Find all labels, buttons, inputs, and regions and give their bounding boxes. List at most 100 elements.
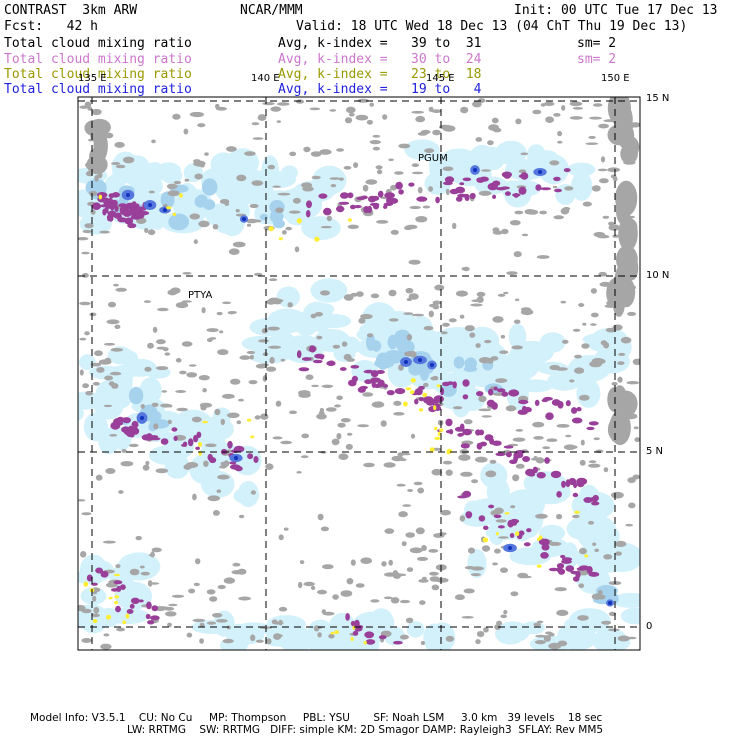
cloud-gray-streak xyxy=(535,513,548,519)
cloud-yellow-cell xyxy=(108,596,113,600)
cloud-gray-streak xyxy=(376,169,383,175)
cloud-gray-streak xyxy=(303,146,311,153)
cloud-gray-streak xyxy=(388,158,394,162)
cloud-gray-streak xyxy=(268,297,281,303)
cloud-gray-streak xyxy=(487,140,494,146)
cloud-gray-streak xyxy=(253,272,263,276)
cloud-purple-cell xyxy=(504,191,511,196)
cloud-gray-streak xyxy=(144,366,152,372)
cloud-purple-cell xyxy=(227,440,233,449)
cloud-purple-cell xyxy=(497,525,505,529)
cloud-gray-streak xyxy=(192,618,206,623)
cloud-gray-streak xyxy=(598,594,606,600)
cloud-gray-streak xyxy=(193,239,198,245)
cloud-gray-streak xyxy=(237,568,247,575)
cloud-gray-streak xyxy=(355,114,369,121)
cloud-yellow-cell xyxy=(515,531,520,536)
cloud-yellow-cell xyxy=(446,448,453,454)
cloud-purple-cell xyxy=(488,504,495,509)
cloud-yellow-cell xyxy=(166,206,172,210)
cloud-light-blue-patch xyxy=(196,416,234,442)
cloud-light-blue-patch xyxy=(340,336,361,354)
cloud-mid-blue-patch xyxy=(259,213,269,221)
cloud-gray-streak xyxy=(103,404,113,408)
cloud-gray-streak xyxy=(399,599,411,604)
cloud-gray-streak xyxy=(265,463,274,471)
cloud-purple-cell xyxy=(116,585,122,593)
cloud-purple-cell xyxy=(348,379,357,387)
cloud-gray-streak xyxy=(472,101,482,108)
cloud-gray-streak xyxy=(151,139,156,144)
cloud-gray-streak xyxy=(590,323,597,326)
model-title: CONTRAST 3km ARW xyxy=(4,3,138,18)
lon-label-135e: 135 E xyxy=(78,73,107,84)
cloud-gray-streak xyxy=(175,302,189,309)
cloud-purple-cell xyxy=(128,425,134,431)
cloud-gray-streak xyxy=(439,124,452,130)
cloud-gray-streak xyxy=(503,291,509,295)
cloud-gray-streak xyxy=(319,149,332,155)
cloud-gray-streak xyxy=(114,141,125,148)
cloud-gray-streak xyxy=(345,443,353,450)
cloud-gray-streak xyxy=(91,108,102,116)
cloud-gray-streak xyxy=(543,101,555,106)
cloud-gray-streak xyxy=(350,559,356,566)
cloud-light-blue-patch xyxy=(601,542,640,572)
cloud-gray-streak xyxy=(496,620,503,626)
cloud-gray-streak xyxy=(216,311,223,316)
cloud-purple-cell xyxy=(488,388,494,396)
cloud-gray-streak xyxy=(224,201,229,206)
cloud-gray-streak xyxy=(357,98,369,103)
cloud-gray-streak xyxy=(481,169,491,172)
cloud-gray-streak xyxy=(150,551,155,558)
field-name-3: Total cloud mixing ratio xyxy=(4,67,192,82)
cloud-purple-cell xyxy=(309,345,316,353)
cloud-gray-streak xyxy=(191,416,202,423)
cloud-purple-cell xyxy=(460,443,470,449)
cloud-purple-cell xyxy=(395,181,403,190)
lon-label-150e: 150 E xyxy=(601,73,630,84)
cloud-yellow-cell xyxy=(347,218,352,222)
cloud-gray-streak xyxy=(471,479,479,484)
cloud-yellow-cell xyxy=(92,619,98,623)
cloud-gray-streak xyxy=(220,418,225,426)
cloud-gray-streak xyxy=(585,142,599,145)
cloud-gray-streak xyxy=(277,634,283,638)
cloud-gray-streak xyxy=(572,328,581,332)
cloud-gray-streak xyxy=(203,460,209,467)
cloud-gray-streak xyxy=(411,171,424,175)
cloud-gray-streak xyxy=(105,468,116,474)
cloud-gray-streak xyxy=(328,633,335,639)
cloud-gray-streak xyxy=(329,177,341,180)
cloud-yellow-cell xyxy=(436,384,441,388)
cloud-purple-cell xyxy=(130,597,140,604)
cloud-gray-streak xyxy=(393,400,402,406)
cloud-gray-streak xyxy=(406,334,413,341)
cloud-gray-streak xyxy=(476,291,486,297)
cloud-gray-streak xyxy=(356,291,364,297)
cloud-gray-streak xyxy=(287,302,293,308)
cloud-gray-streak xyxy=(236,420,242,425)
cloud-yellow-cell xyxy=(314,236,320,242)
cloud-gray-streak xyxy=(633,426,639,430)
cloud-gray-streak xyxy=(320,526,329,532)
cloud-gray-streak xyxy=(111,162,121,165)
cloud-light-blue-patch xyxy=(78,406,84,422)
cloud-gray-streak xyxy=(442,322,450,327)
cloud-gray-streak xyxy=(92,595,97,602)
cloud-gray-streak xyxy=(560,300,567,304)
cloud-gray-streak xyxy=(615,551,622,556)
cloud-gray-streak xyxy=(498,536,509,539)
cloud-gray-streak xyxy=(434,284,445,291)
lon-label-145e: 145 E xyxy=(426,73,455,84)
cloud-yellow-cell xyxy=(179,193,183,198)
cloud-light-blue-patch xyxy=(233,487,260,504)
cloud-light-blue-patch xyxy=(426,332,445,363)
valid-time: Valid: 18 UTC Wed 18 Dec 13 (04 ChT Thu … xyxy=(296,19,688,34)
cloud-gray-streak xyxy=(107,301,117,308)
cloud-gray-streak xyxy=(194,173,203,180)
cloud-purple-cell xyxy=(388,197,399,204)
cloud-purple-cell xyxy=(209,457,217,464)
cloud-gray-streak xyxy=(357,424,369,428)
cloud-yellow-cell xyxy=(434,436,441,440)
